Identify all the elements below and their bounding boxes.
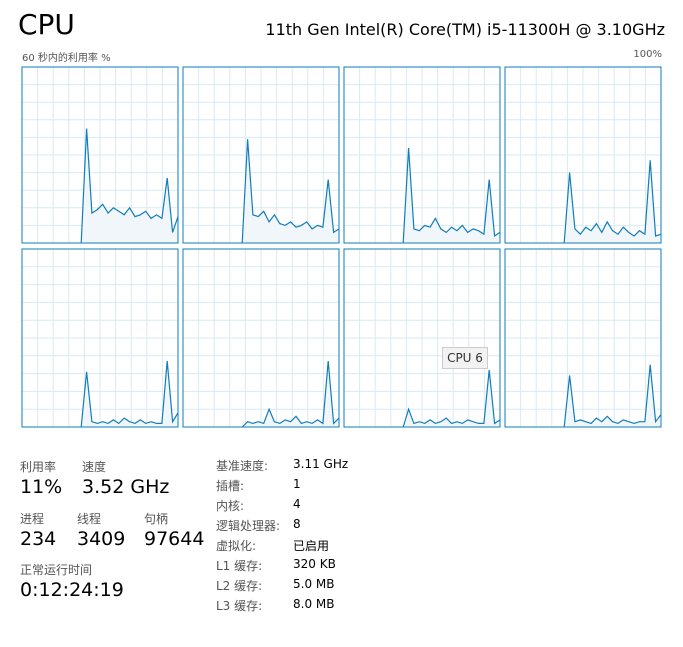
graph-border (21, 66, 179, 244)
usage-line (563, 364, 662, 428)
detail-label: L2 缓存: (216, 579, 263, 593)
detail-label: 基准速度: (216, 459, 269, 473)
usage-area (403, 148, 500, 243)
detail-label: 逻辑处理器: (216, 519, 281, 533)
graph-border (504, 66, 662, 244)
stat-value: 3409 (77, 528, 126, 550)
stat-value: 11% (20, 476, 63, 498)
graph-border (21, 248, 179, 428)
detail-label: L1 缓存: (216, 559, 263, 573)
graph-caption: 60 秒内的利用率 % (22, 53, 111, 64)
detail-value: 5.0 MB (293, 577, 335, 591)
tooltip: CPU 6 (442, 347, 488, 369)
detail-label: 内核: (216, 499, 245, 513)
usage-line (402, 147, 501, 244)
detail-value: 3.11 GHz (293, 457, 349, 471)
stat-value: 97644 (144, 528, 205, 550)
detail-label: L3 缓存: (216, 599, 263, 613)
graph-border (504, 248, 662, 428)
stat-value: 234 (20, 528, 57, 550)
graph-max: 100% (633, 49, 662, 60)
usage-line (563, 160, 662, 244)
usage-area (242, 361, 339, 427)
stat-label: 利用率 (20, 460, 57, 474)
usage-line (241, 361, 340, 428)
detail-value: 1 (293, 477, 301, 491)
cpu-graphs (21, 66, 662, 428)
usage-line (80, 361, 179, 428)
stat-label: 进程 (20, 512, 45, 526)
detail-value: 已启用 (293, 539, 330, 553)
graph-border (343, 248, 501, 428)
graph-border (182, 248, 340, 428)
detail-value: 8 (293, 517, 301, 531)
usage-line (80, 128, 179, 244)
detail-value: 8.0 MB (293, 597, 335, 611)
usage-area (81, 128, 178, 243)
usage-line (402, 369, 501, 428)
usage-area (81, 361, 178, 427)
usage-area (564, 160, 661, 243)
usage-area (564, 364, 661, 427)
detail-label: 虚拟化: (216, 539, 257, 553)
detail-value: 4 (293, 497, 301, 511)
processor-name: 11th Gen Intel(R) Core(TM) i5-11300H @ 3… (265, 20, 665, 39)
stat-label: 句柄 (144, 512, 169, 526)
detail-value: 320 KB (293, 557, 336, 571)
stat-value: 0:12:24:19 (20, 579, 124, 601)
usage-line (241, 139, 340, 244)
stat-label: 速度 (82, 460, 107, 474)
title: CPU (18, 8, 75, 41)
stat-value: 3.52 GHz (82, 476, 170, 498)
detail-label: 插槽: (216, 479, 245, 493)
graph-border (343, 66, 501, 244)
stat-label: 正常运行时间 (20, 563, 93, 577)
stat-label: 线程 (77, 512, 102, 526)
usage-area (403, 370, 500, 427)
graph-border (182, 66, 340, 244)
